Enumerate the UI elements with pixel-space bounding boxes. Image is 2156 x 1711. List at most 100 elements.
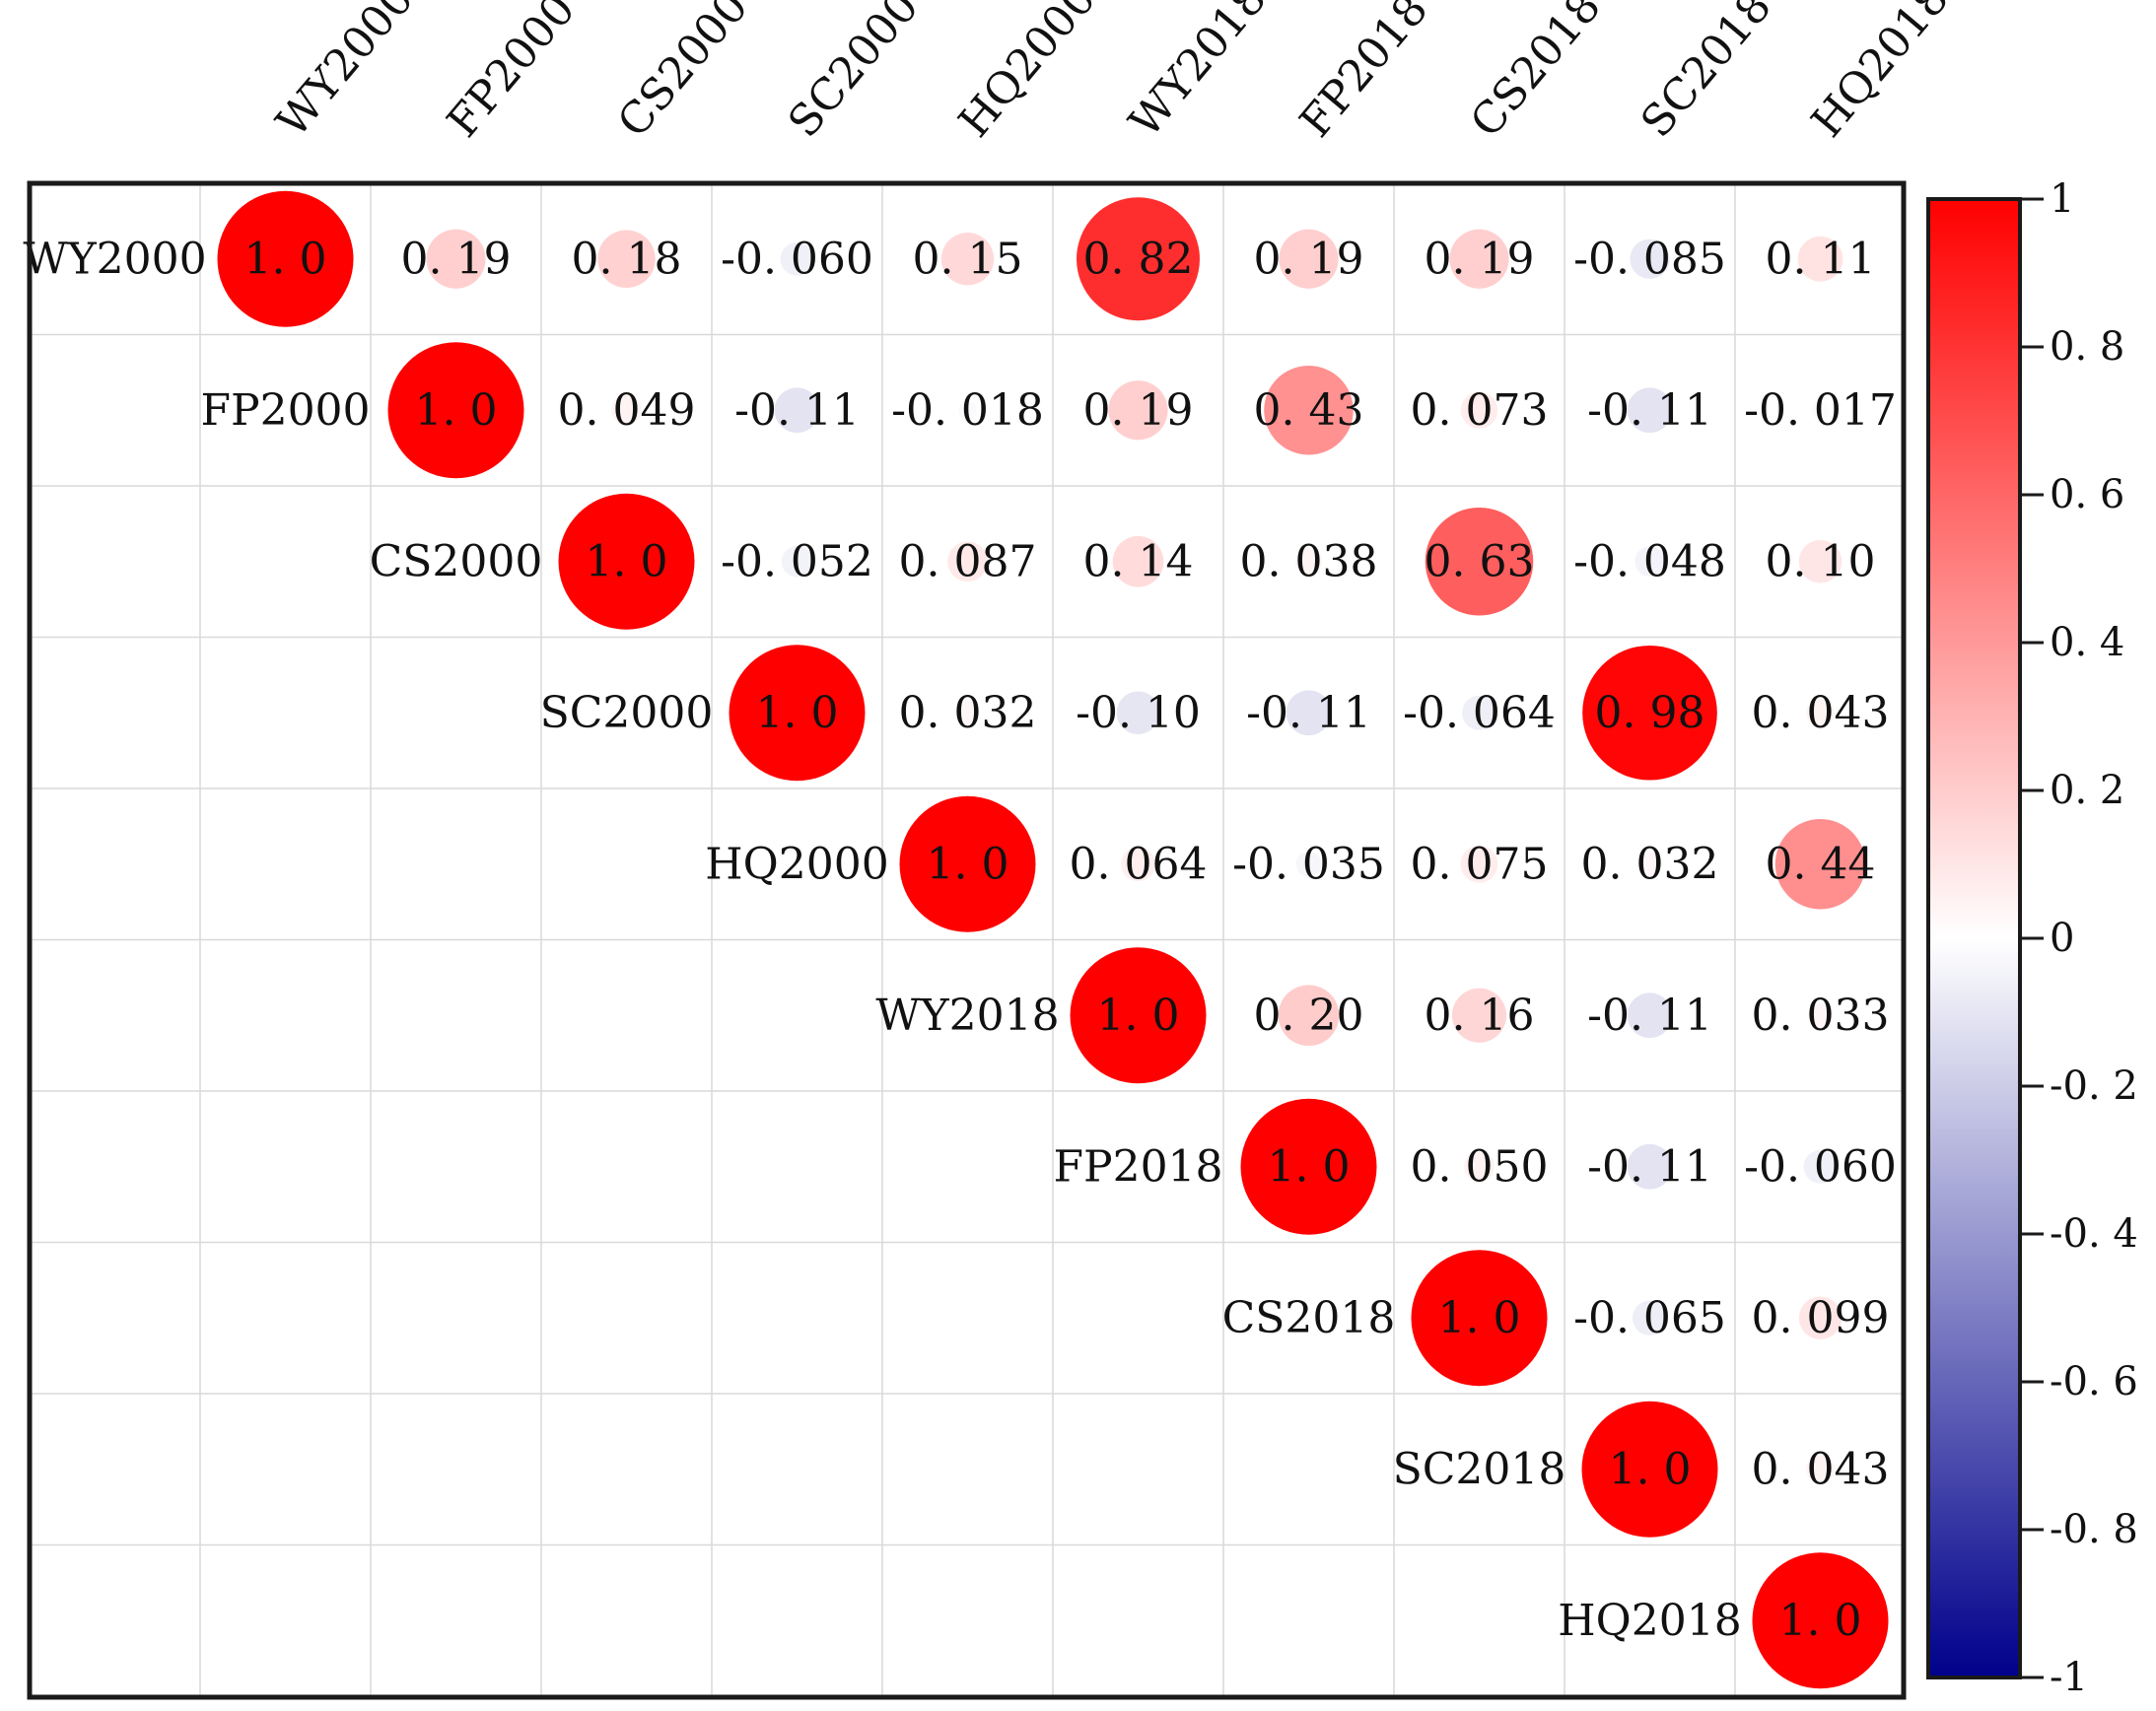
colorbar: 1 0. 8 0. 6 0. 4 0. 2 0 -0. 2 -0. 4 -0. 6 -0. 8 -1 — [1926, 176, 2138, 1700]
colorbar-tick-label: -0. 6 — [2050, 1359, 2138, 1404]
corr-circle-hq2000-sc2018 — [1637, 852, 1662, 877]
corr-circle-hq2000-hq2018 — [1774, 818, 1866, 910]
corr-circle-wy2018-cs2018 — [1451, 988, 1507, 1043]
corr-value-fp2000-wy2018: 0. 19 — [1083, 385, 1194, 436]
row-label-fp2000: FP2000 — [200, 385, 370, 436]
colorbar-tick-label: 0 — [2050, 916, 2074, 961]
column-header-layer: WY2000 FP2000 CS2000 SC2000 HQ2000 WY2018 FP20… — [267, 0, 1959, 147]
corr-circle-cs2000-sc2000 — [781, 546, 813, 578]
corr-circle-cs2000-cs2018 — [1425, 507, 1534, 616]
column-label-cs2000: CS2000 — [608, 0, 758, 147]
corr-circle-fp2000-fp2018 — [1264, 366, 1354, 455]
corr-circle-cs2000-cs2000 — [558, 493, 695, 630]
corr-value-cs2000-hq2018: 0. 10 — [1766, 536, 1876, 586]
corr-value-fp2000-hq2018: -0. 017 — [1744, 385, 1897, 436]
corr-circle-wy2000-fp2018 — [1279, 229, 1339, 289]
colorbar-tick-label: 0. 8 — [2050, 324, 2124, 370]
corr-value-hq2000-hq2000: 1. 0 — [927, 839, 1009, 889]
column-label-sc2000: SC2000 — [779, 0, 929, 147]
corr-circle-hq2000-fp2018 — [1295, 851, 1322, 877]
colorbar-tick-label: -0. 2 — [2050, 1063, 2138, 1109]
corr-circle-wy2000-hq2018 — [1797, 236, 1843, 282]
corr-value-sc2000-hq2000: 0. 032 — [899, 688, 1037, 738]
corr-value-cs2018-hq2018: 0. 099 — [1752, 1293, 1890, 1343]
row-label-wy2000: WY2000 — [23, 234, 206, 284]
colorbar-tick-label: -0. 4 — [2050, 1211, 2138, 1257]
corr-circle-fp2000-cs2000 — [611, 394, 642, 426]
corr-circle-cs2000-hq2000 — [947, 541, 988, 582]
corr-value-cs2000-fp2018: 0. 038 — [1240, 536, 1378, 586]
corr-circle-sc2000-fp2018 — [1286, 690, 1332, 736]
corr-circle-fp2000-sc2018 — [1627, 387, 1673, 434]
corr-circle-sc2018-hq2018 — [1806, 1455, 1835, 1484]
corr-value-fp2018-hq2018: -0. 060 — [1744, 1141, 1897, 1192]
corr-value-cs2000-cs2000: 1. 0 — [586, 536, 668, 586]
corr-circle-fp2000-sc2000 — [774, 387, 820, 434]
corr-circle-cs2000-wy2018 — [1112, 535, 1164, 587]
corr-circle-wy2000-cs2018 — [1449, 229, 1509, 289]
corr-circle-cs2018-sc2018 — [1632, 1300, 1668, 1335]
corr-value-sc2000-fp2018: -0. 11 — [1246, 688, 1371, 738]
corr-circle-fp2018-sc2018 — [1627, 1143, 1673, 1190]
corr-circle-sc2000-hq2000 — [955, 700, 980, 725]
corr-value-sc2000-sc2000: 1. 0 — [756, 688, 839, 738]
plot-border — [27, 180, 1907, 1700]
corr-circle-cs2018-cs2018 — [1411, 1250, 1548, 1387]
corr-circle-cs2000-fp2018 — [1295, 548, 1322, 576]
corr-circle-wy2000-cs2000 — [597, 230, 656, 289]
corr-value-wy2000-fp2000: 0. 19 — [401, 234, 512, 284]
corr-circle-fp2000-cs2018 — [1460, 391, 1498, 429]
corr-value-cs2000-sc2000: -0. 052 — [721, 536, 873, 586]
corr-circle-hq2000-wy2018 — [1121, 847, 1155, 882]
corr-circle-cs2000-sc2018 — [1634, 546, 1665, 577]
column-label-fp2018: FP2018 — [1290, 0, 1438, 147]
corr-value-fp2000-sc2018: -0. 11 — [1587, 385, 1712, 436]
corr-circle-cs2000-hq2018 — [1798, 539, 1843, 583]
corr-circle-wy2000-hq2000 — [940, 233, 995, 286]
corr-value-sc2000-sc2018: 0. 98 — [1595, 688, 1705, 738]
corr-value-wy2018-fp2018: 0. 20 — [1254, 991, 1364, 1041]
corr-value-fp2000-cs2018: 0. 073 — [1411, 385, 1549, 436]
column-label-fp2000: FP2000 — [438, 0, 586, 147]
column-label-wy2018: WY2018 — [1120, 0, 1277, 147]
corr-circle-fp2000-hq2000 — [958, 400, 977, 420]
row-label-hq2018: HQ2018 — [1558, 1596, 1741, 1646]
corr-circle-wy2018-hq2018 — [1807, 1002, 1834, 1028]
column-label-cs2018: CS2018 — [1461, 0, 1611, 147]
row-label-cs2000: CS2000 — [370, 536, 543, 586]
corr-circle-sc2000-sc2018 — [1582, 645, 1717, 781]
grid-layer — [30, 183, 1906, 1696]
corr-circle-wy2018-wy2018 — [1070, 947, 1207, 1084]
corr-circle-fp2018-fp2018 — [1240, 1098, 1377, 1235]
colorbar-tick-label: 0. 4 — [2050, 620, 2124, 665]
corr-circle-hq2000-cs2018 — [1460, 845, 1498, 883]
corr-value-cs2018-sc2018: -0. 065 — [1573, 1293, 1726, 1343]
corr-value-sc2000-hq2018: 0. 043 — [1752, 688, 1890, 738]
colorbar-tick-label: 1 — [2050, 176, 2074, 222]
corr-circle-wy2000-wy2000 — [217, 190, 354, 327]
row-label-sc2000: SC2000 — [540, 688, 714, 738]
column-label-hq2000: HQ2000 — [949, 0, 1106, 147]
corr-value-wy2018-hq2018: 0. 033 — [1752, 991, 1890, 1041]
corr-circle-sc2000-sc2000 — [729, 645, 866, 782]
corr-circle-wy2018-sc2018 — [1627, 992, 1673, 1039]
corr-circle-sc2000-wy2018 — [1116, 691, 1160, 735]
corr-value-wy2000-hq2018: 0. 11 — [1766, 234, 1876, 284]
column-label-wy2000: WY2000 — [267, 0, 424, 147]
colorbar-tick-label: -0. 8 — [2050, 1507, 2138, 1552]
corr-value-hq2000-fp2018: -0. 035 — [1232, 839, 1385, 889]
corr-circle-sc2000-cs2018 — [1462, 695, 1496, 730]
corr-value-fp2000-hq2000: -0. 018 — [891, 385, 1044, 436]
corr-value-hq2000-cs2018: 0. 075 — [1411, 839, 1549, 889]
colorbar-tick-label: 0. 2 — [2050, 768, 2124, 813]
row-label-cs2018: CS2018 — [1222, 1293, 1396, 1343]
column-label-hq2018: HQ2018 — [1802, 0, 1959, 147]
row-label-wy2018: WY2018 — [875, 991, 1059, 1041]
corr-value-cs2000-sc2018: -0. 048 — [1573, 536, 1726, 586]
corr-value-wy2000-fp2018: 0. 19 — [1254, 234, 1364, 284]
corr-circle-wy2000-fp2000 — [426, 229, 486, 289]
corr-value-wy2000-cs2018: 0. 19 — [1425, 234, 1535, 284]
corr-value-wy2018-sc2018: -0. 11 — [1587, 991, 1712, 1041]
corr-value-fp2000-cs2000: 0. 049 — [558, 385, 696, 436]
corr-value-wy2000-cs2000: 0. 18 — [572, 234, 682, 284]
